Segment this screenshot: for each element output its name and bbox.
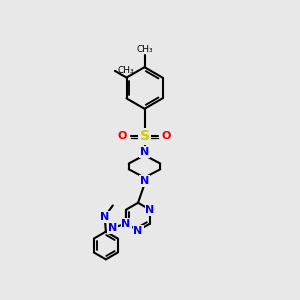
Text: N: N xyxy=(108,223,118,233)
Text: N: N xyxy=(134,226,143,236)
Text: N: N xyxy=(140,176,149,186)
Text: N: N xyxy=(146,205,155,215)
Text: CH₃: CH₃ xyxy=(118,66,134,75)
Text: CH₃: CH₃ xyxy=(136,45,153,54)
Text: O: O xyxy=(118,131,127,141)
Text: S: S xyxy=(140,129,149,143)
Text: O: O xyxy=(162,131,171,141)
Text: N: N xyxy=(122,219,131,229)
Text: N: N xyxy=(100,212,109,222)
Text: N: N xyxy=(140,147,149,157)
